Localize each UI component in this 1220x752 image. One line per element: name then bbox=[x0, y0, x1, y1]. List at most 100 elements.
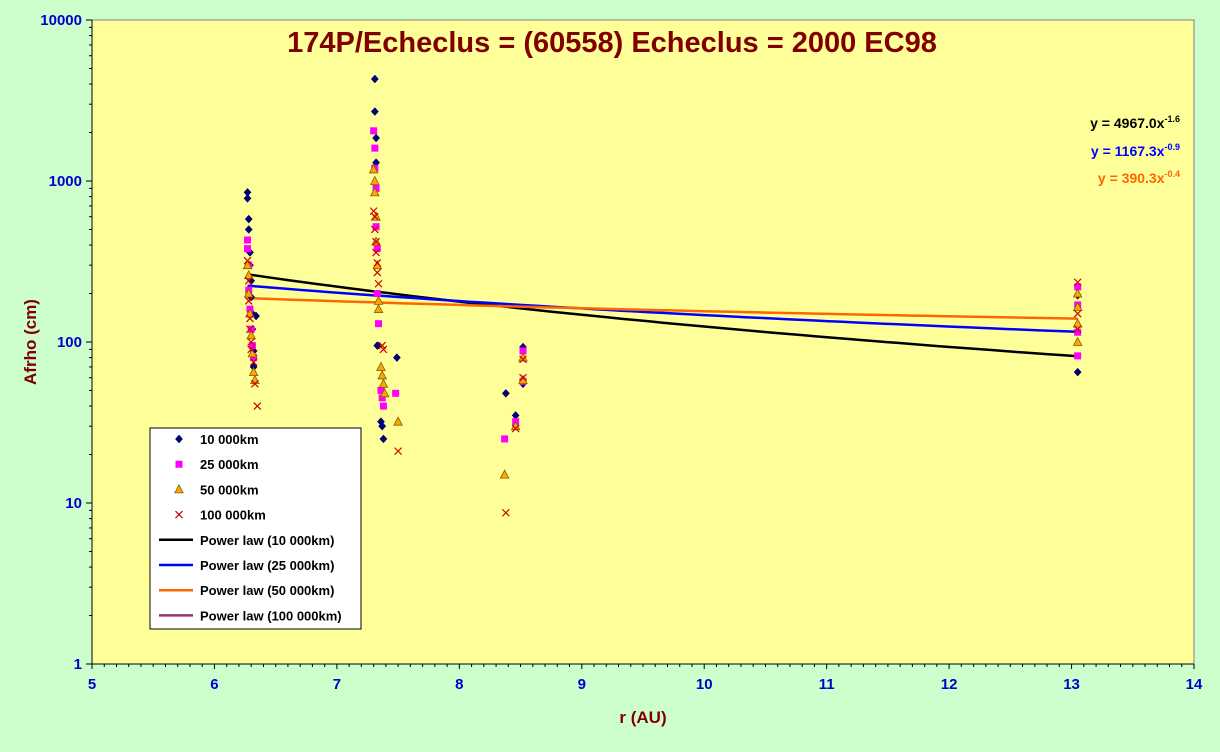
trendline bbox=[247, 273, 1078, 358]
data-point bbox=[393, 416, 403, 426]
data-point bbox=[243, 193, 252, 203]
x-tick-label: 10 bbox=[696, 676, 713, 693]
data-point bbox=[373, 245, 381, 253]
legend-label: 50 000km bbox=[200, 482, 259, 497]
x-tick-label: 6 bbox=[210, 676, 218, 693]
data-point bbox=[244, 296, 253, 305]
chart-title: 174P/Echeclus = (60558) Echeclus = 2000 … bbox=[287, 27, 937, 59]
data-point bbox=[369, 187, 380, 197]
data-point bbox=[1073, 278, 1082, 287]
data-point bbox=[377, 370, 388, 380]
data-point bbox=[1074, 283, 1082, 291]
data-point bbox=[511, 424, 520, 433]
x-tick-label: 14 bbox=[1186, 676, 1203, 693]
legend-marker bbox=[175, 510, 183, 519]
data-point bbox=[378, 394, 386, 402]
data-point bbox=[1072, 288, 1083, 298]
legend-label: 100 000km bbox=[200, 508, 266, 523]
data-point bbox=[247, 338, 256, 346]
x-tick-label: 5 bbox=[88, 676, 96, 693]
data-point bbox=[394, 447, 403, 456]
data-point bbox=[370, 74, 379, 84]
data-point bbox=[372, 133, 381, 143]
data-point bbox=[1074, 352, 1082, 360]
data-point bbox=[244, 225, 253, 234]
x-tick-label: 12 bbox=[941, 676, 958, 693]
x-tick-label: 9 bbox=[578, 676, 586, 693]
data-point bbox=[377, 386, 385, 394]
data-point bbox=[501, 435, 509, 443]
trend-equations: y = 4967.0x-1.6 y = 1167.3x-0.9 y = 390.3x… bbox=[1090, 114, 1180, 186]
data-point bbox=[373, 268, 382, 277]
data-point bbox=[392, 353, 401, 362]
axes: 5 6 7 8 9 10 11 12 13 14 1 10 100 1000 10000 bbox=[40, 12, 1203, 693]
data-point bbox=[379, 434, 388, 444]
data-point bbox=[247, 325, 255, 333]
data-point bbox=[519, 347, 527, 355]
data-point bbox=[250, 354, 258, 362]
y-tick-label: 100 bbox=[57, 334, 82, 351]
legend-box bbox=[149, 427, 362, 630]
x-axis-label: r (AU) bbox=[619, 708, 666, 727]
y-tick-label: 1000 bbox=[49, 173, 82, 190]
data-point bbox=[373, 290, 381, 298]
data-point bbox=[368, 164, 379, 174]
x-tick-label: 13 bbox=[1063, 676, 1080, 693]
data-point bbox=[392, 389, 400, 397]
data-point bbox=[369, 175, 380, 185]
data-point bbox=[372, 223, 380, 231]
data-point bbox=[244, 276, 253, 285]
data-point bbox=[243, 269, 254, 280]
trend-equation: y = 4967.0x-1.6 bbox=[1090, 114, 1180, 131]
data-point bbox=[248, 366, 259, 377]
data-point bbox=[249, 358, 258, 367]
data-point bbox=[243, 288, 254, 298]
data-points bbox=[242, 74, 1083, 517]
legend-marker bbox=[174, 484, 184, 494]
data-point bbox=[519, 355, 527, 364]
data-point bbox=[370, 212, 379, 221]
legend: 10 000km 25 000km 50 000km 100 000km Power l… bbox=[149, 427, 362, 630]
data-point bbox=[370, 107, 379, 116]
data-point bbox=[376, 361, 386, 371]
trendlines bbox=[247, 273, 1078, 358]
data-point bbox=[1072, 318, 1083, 328]
legend-label: Power law (10 000km) bbox=[200, 533, 334, 548]
data-point bbox=[372, 184, 380, 192]
y-tick-label: 10000 bbox=[40, 12, 82, 29]
legend-label: Power law (50 000km) bbox=[200, 583, 334, 598]
data-point bbox=[379, 402, 387, 410]
x-tick-label: 11 bbox=[819, 676, 835, 693]
y-tick-label: 10 bbox=[65, 495, 82, 512]
data-point bbox=[370, 127, 378, 135]
x-tick-label: 8 bbox=[455, 676, 463, 693]
y-axis-label: Afrho (cm) bbox=[21, 299, 40, 385]
data-point bbox=[373, 341, 382, 350]
data-point bbox=[244, 236, 252, 244]
data-point bbox=[372, 237, 380, 246]
data-point bbox=[379, 387, 390, 398]
legend-label: Power law (100 000km) bbox=[200, 608, 342, 623]
trend-equation: y = 390.3x-0.4 bbox=[1098, 169, 1180, 186]
legend-label: 25 000km bbox=[200, 457, 259, 472]
data-point bbox=[499, 469, 510, 479]
data-point bbox=[373, 258, 382, 267]
data-point bbox=[371, 144, 379, 152]
data-point bbox=[374, 279, 383, 288]
data-point bbox=[242, 259, 253, 270]
data-point bbox=[246, 325, 254, 334]
legend-marker bbox=[175, 434, 183, 444]
data-point bbox=[247, 345, 256, 354]
data-point bbox=[1073, 367, 1082, 377]
data-point bbox=[370, 225, 379, 234]
data-point bbox=[246, 329, 257, 340]
data-point bbox=[378, 421, 387, 431]
data-point bbox=[375, 320, 383, 328]
data-point bbox=[501, 388, 510, 398]
data-point bbox=[501, 508, 510, 517]
data-point bbox=[1073, 325, 1082, 334]
data-point bbox=[250, 379, 259, 388]
data-point bbox=[245, 308, 255, 318]
data-point bbox=[372, 248, 380, 257]
